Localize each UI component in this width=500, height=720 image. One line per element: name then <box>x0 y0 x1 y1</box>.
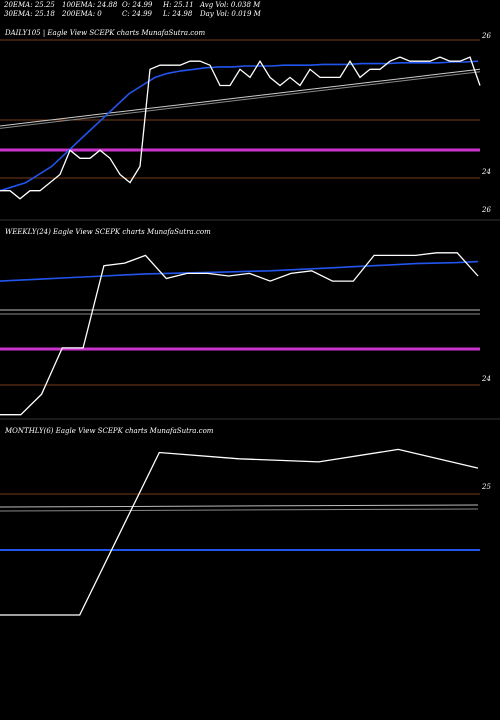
daily-price-line <box>0 56 481 200</box>
monthly-flat-ma-2 <box>0 508 479 512</box>
ema30-stat: 30EMA: 25.18 <box>4 10 55 18</box>
daily-ema-line <box>0 60 479 192</box>
daily-ytick-label: 26 <box>482 206 491 214</box>
ema100-stat: 100EMA: 24.88 <box>62 1 118 9</box>
monthly-ytick-label: 25 <box>482 483 491 491</box>
high-stat: H: 25.11 <box>163 1 194 9</box>
dayvol-stat: Day Vol: 0.019 M <box>200 10 261 18</box>
weekly-panel-title: WEEKLY(24) Eagle View SCEPK charts Munaf… <box>5 228 211 236</box>
weekly-ema-line <box>0 260 479 282</box>
monthly-flat-ma <box>0 504 479 508</box>
daily-panel-title: DAILY105 | Eagle View SCEPK charts Munaf… <box>5 29 206 37</box>
weekly-ytick-label: 24 <box>482 375 491 383</box>
ema200-stat: 200EMA: 0 <box>62 10 102 18</box>
daily-slow-ma <box>0 68 481 127</box>
low-stat: L: 24.98 <box>163 10 193 18</box>
daily-ytick-label: 26 <box>482 32 491 40</box>
ema20-stat: 20EMA: 25.25 <box>4 1 55 9</box>
open-stat: O: 24.99 <box>122 1 153 9</box>
daily-ytick-label: 24 <box>482 168 491 176</box>
weekly-price-line <box>0 252 479 416</box>
avgvol-stat: Avg Vol: 0.038 M <box>200 1 261 9</box>
indicator-stats: 20EMA: 25.25 100EMA: 24.88 O: 24.99 H: 2… <box>0 0 500 18</box>
monthly-panel-title: MONTHLY(6) Eagle View SCEPK charts Munaf… <box>5 427 214 435</box>
monthly-price-line <box>0 448 479 616</box>
close-stat: C: 24.99 <box>122 10 152 18</box>
daily-slow-ma-2 <box>0 71 481 129</box>
